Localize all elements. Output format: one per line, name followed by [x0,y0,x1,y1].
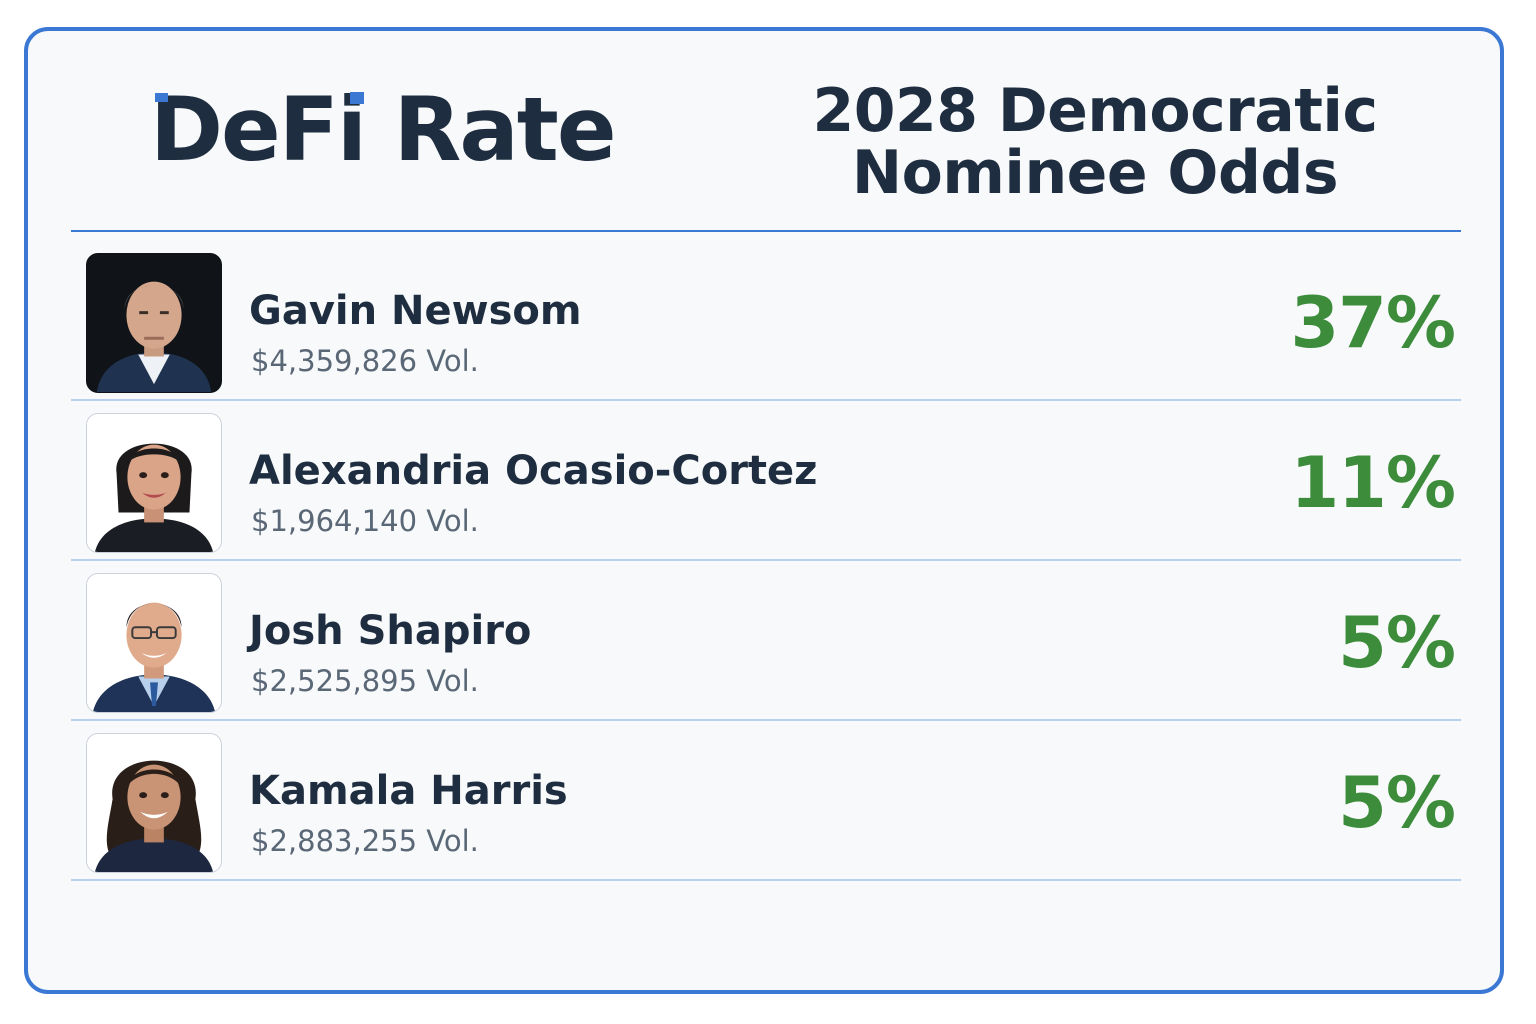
candidate-odds: 11% [1290,442,1456,524]
candidate-odds: 37% [1290,282,1456,364]
row-divider [71,399,1461,401]
page-title: 2028 Democratic Nominee Odds [812,76,1378,208]
candidate-row-ocasio-cortez[interactable]: Alexandria Ocasio-Cortez $1,964,140 Vol.… [71,400,1461,561]
row-divider [71,719,1461,721]
avatar [86,253,222,393]
avatar [86,573,222,713]
logo-accent-mark [155,93,168,102]
candidate-odds: 5% [1338,762,1456,844]
candidate-list: Gavin Newsom $4,359,826 Vol. 37% Alexand… [71,240,1461,881]
logo-accent-dot [350,92,364,104]
row-divider [71,879,1461,881]
avatar [86,733,222,873]
brand-logo[interactable]: DeFi Rate [150,78,617,181]
candidate-volume: $2,883,255 Vol. [251,824,479,858]
candidate-name: Gavin Newsom [249,288,582,334]
portrait-woman-icon [87,734,221,872]
candidate-row-newsom[interactable]: Gavin Newsom $4,359,826 Vol. 37% [71,240,1461,401]
candidate-name: Kamala Harris [249,768,568,814]
portrait-man-icon [87,254,221,392]
candidate-odds: 5% [1338,602,1456,684]
candidate-volume: $4,359,826 Vol. [251,344,479,378]
candidate-name: Josh Shapiro [249,608,532,654]
candidate-volume: $2,525,895 Vol. [251,664,479,698]
odds-card [24,27,1504,994]
row-divider [71,559,1461,561]
avatar [86,413,222,553]
header-divider [71,230,1461,232]
candidate-row-harris[interactable]: Kamala Harris $2,883,255 Vol. 5% [71,720,1461,881]
candidate-name: Alexandria Ocasio-Cortez [249,448,818,494]
portrait-man-icon [87,574,221,712]
portrait-woman-icon [87,414,221,552]
candidate-volume: $1,964,140 Vol. [251,504,479,538]
candidate-row-shapiro[interactable]: Josh Shapiro $2,525,895 Vol. 5% [71,560,1461,721]
